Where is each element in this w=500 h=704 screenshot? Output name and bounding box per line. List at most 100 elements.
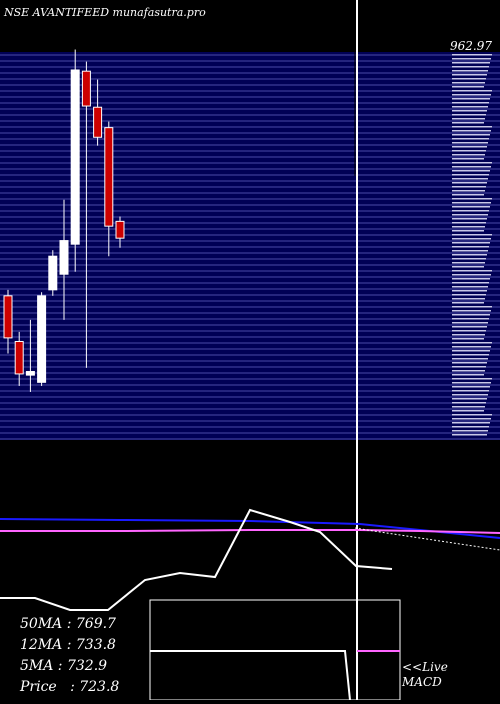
price-tick-mark bbox=[452, 150, 486, 152]
price-tick-mark bbox=[452, 310, 491, 312]
price-tick-mark bbox=[452, 210, 489, 212]
candle-body bbox=[48, 255, 58, 291]
price-tick-mark bbox=[452, 70, 488, 72]
price-tick-mark bbox=[452, 110, 487, 112]
price-tick-mark bbox=[452, 218, 487, 220]
price-tick-mark bbox=[452, 430, 488, 432]
price-tick-mark bbox=[452, 266, 484, 268]
price-tick-mark bbox=[452, 346, 491, 348]
price-tick-mark bbox=[452, 322, 488, 324]
price-panel bbox=[0, 52, 500, 440]
price-tick-mark bbox=[452, 378, 492, 380]
ma-projection-line bbox=[354, 527, 500, 551]
candle-body bbox=[81, 70, 91, 107]
price-tick-mark bbox=[452, 58, 491, 60]
price-tick-mark bbox=[452, 174, 489, 176]
price-tick-mark bbox=[452, 274, 491, 276]
price-tick-mark bbox=[452, 66, 489, 68]
price-tick-mark bbox=[452, 302, 484, 304]
price-tick-mark bbox=[452, 370, 485, 372]
price-tick-mark bbox=[452, 74, 487, 76]
price-tick-mark bbox=[452, 194, 484, 196]
price-tick-mark bbox=[452, 54, 492, 56]
price-tick-mark bbox=[452, 94, 491, 96]
price-tick-mark bbox=[452, 290, 487, 292]
price-label: Price : 723.8 bbox=[20, 679, 120, 695]
price-tick-mark bbox=[452, 62, 490, 64]
macd-live-label: <<Live bbox=[402, 660, 448, 674]
price-tick-mark bbox=[452, 102, 489, 104]
price-tick-mark bbox=[452, 138, 489, 140]
price-tick-mark bbox=[452, 294, 486, 296]
price-tick-mark bbox=[452, 262, 485, 264]
price-tick-mark bbox=[452, 78, 486, 80]
price-tick-mark bbox=[452, 334, 485, 336]
price-axis-top-label: 962.97 bbox=[450, 39, 492, 53]
price-tick-mark bbox=[452, 214, 488, 216]
price-tick-mark bbox=[452, 186, 486, 188]
price-tick-mark bbox=[452, 118, 485, 120]
price-tick-mark bbox=[452, 426, 489, 428]
candle-body bbox=[37, 295, 47, 383]
price-tick-mark bbox=[452, 386, 490, 388]
price-tick-mark bbox=[452, 326, 487, 328]
price-tick-mark bbox=[452, 158, 484, 160]
ma50-line bbox=[0, 518, 500, 539]
price-tick-mark bbox=[452, 190, 485, 192]
price-tick-mark bbox=[452, 318, 489, 320]
price-tick-mark bbox=[452, 414, 492, 416]
ma-legend: 50MA : 769.7 12MA : 733.8 5MA : 732.9 Pr… bbox=[20, 614, 119, 698]
price-tick-mark bbox=[452, 238, 491, 240]
price-tick-mark bbox=[452, 106, 488, 108]
price-tick-mark bbox=[452, 398, 487, 400]
price-tick-mark bbox=[452, 342, 492, 344]
candle-body bbox=[93, 106, 103, 138]
price-tick-mark bbox=[452, 230, 484, 232]
price-tick-mark bbox=[452, 358, 488, 360]
macd-title-label: MACD bbox=[402, 675, 442, 689]
candle-body bbox=[25, 371, 35, 376]
price-tick-mark bbox=[452, 422, 490, 424]
price-tick-mark bbox=[452, 98, 490, 100]
price-tick-mark bbox=[452, 270, 492, 272]
price-tick-mark bbox=[452, 222, 486, 224]
price-tick-mark bbox=[452, 234, 492, 236]
price-tick-mark bbox=[452, 166, 491, 168]
price-tick-mark bbox=[452, 286, 488, 288]
price-tick-mark bbox=[452, 146, 487, 148]
candle-body bbox=[104, 127, 114, 227]
price-tick-mark bbox=[452, 154, 485, 156]
price-tick-mark bbox=[452, 130, 491, 132]
price-tick-mark bbox=[452, 90, 492, 92]
price-tick-mark bbox=[452, 198, 492, 200]
ma12-label: 12MA : 733.8 bbox=[20, 637, 116, 653]
candle-body bbox=[14, 340, 24, 375]
price-tick-mark bbox=[452, 338, 484, 340]
price-tick-mark bbox=[452, 246, 489, 248]
price-tick-stack bbox=[452, 54, 492, 436]
price-tick-mark bbox=[452, 122, 484, 124]
price-tick-mark bbox=[452, 298, 485, 300]
ma5-label: 5MA : 732.9 bbox=[20, 658, 108, 674]
price-tick-mark bbox=[452, 314, 490, 316]
price-tick-mark bbox=[452, 390, 489, 392]
candle-body bbox=[59, 240, 69, 275]
price-tick-mark bbox=[452, 182, 487, 184]
candle-body bbox=[70, 69, 80, 245]
price-tick-mark bbox=[452, 410, 484, 412]
price-tick-mark bbox=[452, 170, 490, 172]
price-tick-mark bbox=[452, 142, 488, 144]
price-tick-mark bbox=[452, 226, 485, 228]
price-tick-mark bbox=[452, 206, 490, 208]
price-tick-mark bbox=[452, 434, 487, 436]
price-tick-mark bbox=[452, 374, 484, 376]
price-tick-mark bbox=[452, 82, 485, 84]
candle-body bbox=[3, 295, 13, 339]
price-tick-mark bbox=[452, 402, 486, 404]
macd-legend: <<Live MACD bbox=[402, 660, 448, 690]
price-tick-mark bbox=[452, 306, 492, 308]
price-tick-mark bbox=[452, 354, 489, 356]
price-tick-mark bbox=[452, 406, 485, 408]
